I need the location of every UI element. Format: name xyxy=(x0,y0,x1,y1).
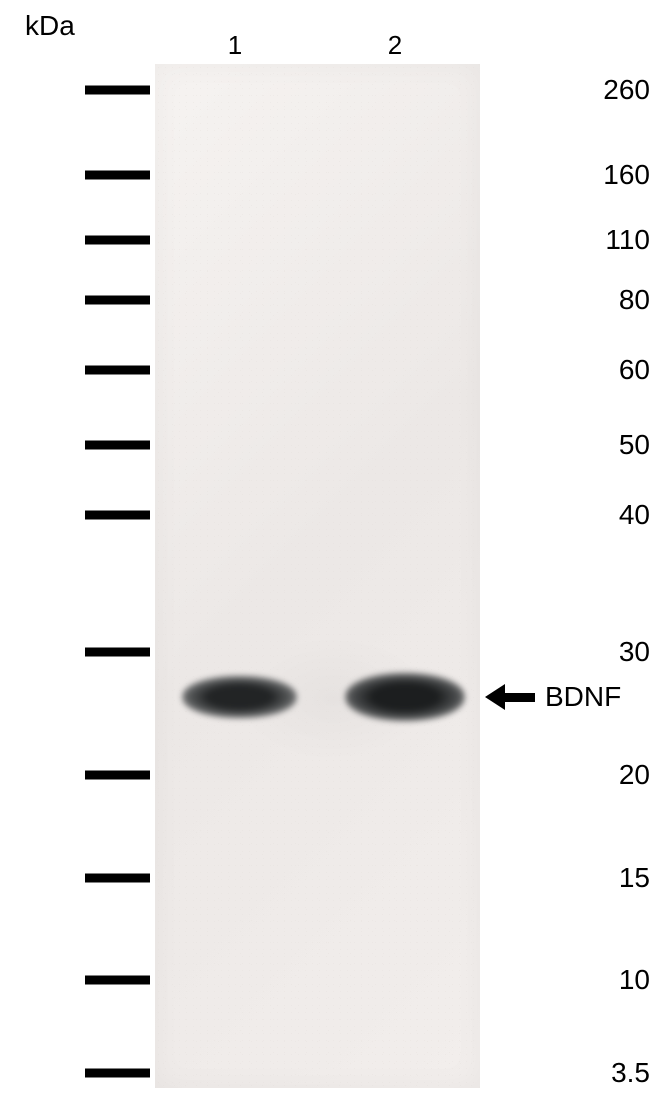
ladder-mark-160 xyxy=(85,171,150,180)
ladder-label-20: 20 xyxy=(572,759,650,791)
ladder-label-30: 30 xyxy=(572,636,650,668)
ladder-label-80: 80 xyxy=(572,284,650,316)
ladder-label-260: 260 xyxy=(572,74,650,106)
ladder-mark-30 xyxy=(85,648,150,657)
band-arrow xyxy=(485,684,535,710)
arrow-shaft xyxy=(505,693,535,702)
lane-label-1: 1 xyxy=(228,30,242,61)
membrane-texture xyxy=(155,64,480,1088)
ladder-mark-80 xyxy=(85,296,150,305)
arrow-head-icon xyxy=(485,684,505,710)
ladder-label-110: 110 xyxy=(572,224,650,256)
ladder-mark-3.5 xyxy=(85,1069,150,1078)
ladder-mark-260 xyxy=(85,86,150,95)
ladder-mark-15 xyxy=(85,874,150,883)
band-lane-1 xyxy=(182,675,297,719)
axis-unit-label: kDa xyxy=(25,10,75,42)
ladder-mark-60 xyxy=(85,366,150,375)
ladder-label-160: 160 xyxy=(572,159,650,191)
blot-membrane xyxy=(155,64,480,1088)
ladder-mark-50 xyxy=(85,441,150,450)
ladder-mark-10 xyxy=(85,976,150,985)
western-blot-figure: kDa 1 2 260 160 110 80 60 50 40 30 20 15 10 3.5 BDNF xyxy=(0,0,650,1106)
ladder-label-50: 50 xyxy=(572,429,650,461)
ladder-mark-110 xyxy=(85,236,150,245)
ladder-mark-40 xyxy=(85,511,150,520)
ladder-label-40: 40 xyxy=(572,499,650,531)
band-lane-2 xyxy=(345,672,465,722)
target-protein-label: BDNF xyxy=(545,681,621,713)
ladder-label-10: 10 xyxy=(572,964,650,996)
ladder-label-3.5: 3.5 xyxy=(572,1057,650,1089)
ladder-label-15: 15 xyxy=(572,862,650,894)
ladder-label-60: 60 xyxy=(572,354,650,386)
lane-label-2: 2 xyxy=(388,30,402,61)
ladder-mark-20 xyxy=(85,771,150,780)
